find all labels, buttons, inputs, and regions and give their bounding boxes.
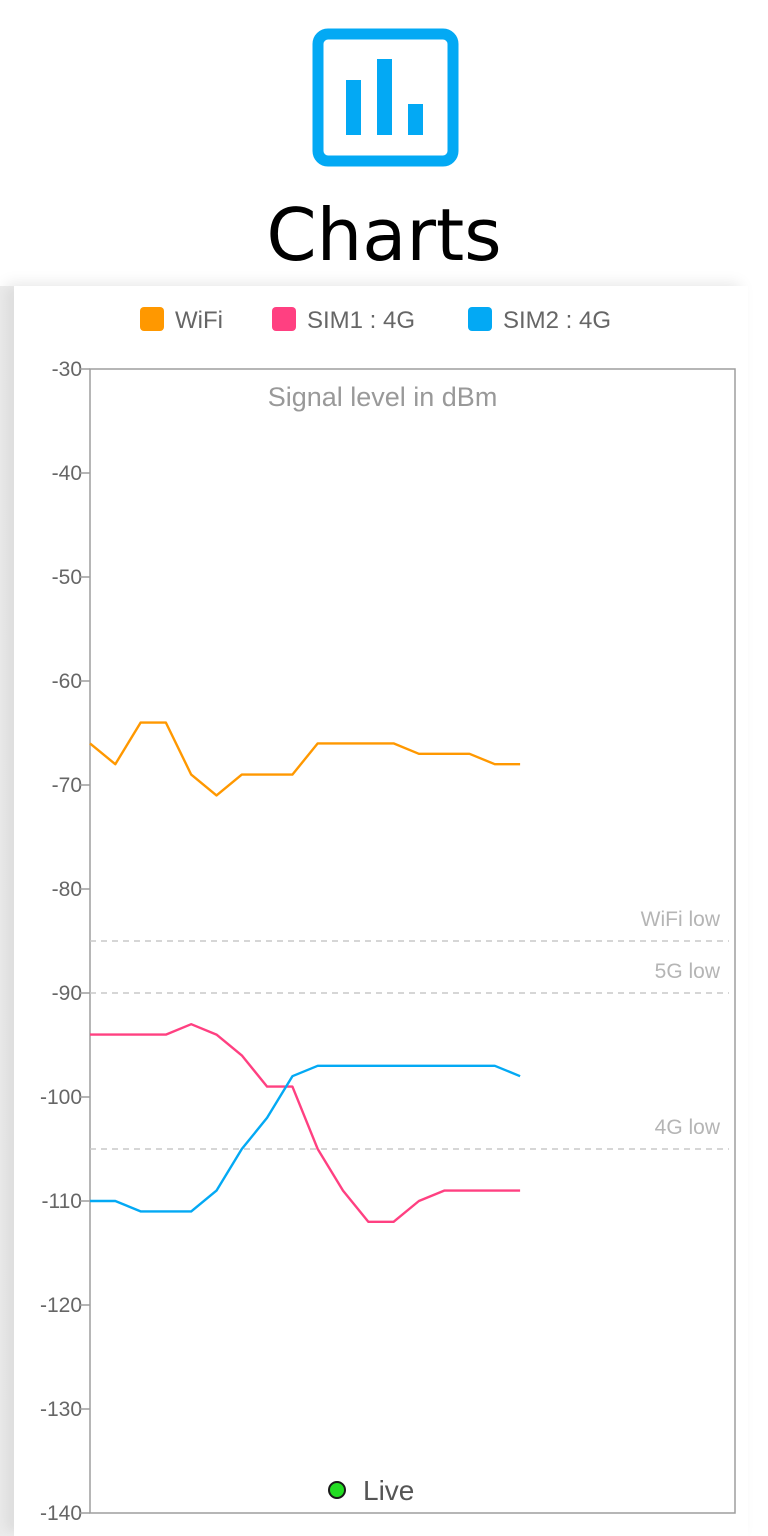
y-tick-label: -50 (52, 566, 82, 589)
reference-line-label: WiFi low (641, 908, 721, 931)
reference-line-label: 4G low (655, 1116, 721, 1139)
legend-swatch (272, 307, 296, 331)
legend-entry[interactable]: SIM1 : 4G (307, 307, 415, 334)
live-indicator (328, 1481, 346, 1499)
series-line (89, 721, 521, 797)
y-tick-label: -140 (40, 1502, 82, 1525)
y-axis-labels: -30 -40 -50 -60 -70 -80 -90 -100 -110 -120 -130 -14… (40, 358, 82, 1525)
reference-lines: WiFi low 5G low 4G low (90, 908, 729, 1150)
legend-swatch (140, 307, 164, 331)
y-tick-label: -110 (42, 1190, 82, 1213)
page-title: Charts (266, 193, 502, 277)
reference-line-label: 5G low (655, 960, 721, 983)
series-line (90, 1064, 521, 1213)
y-tick-label: -70 (52, 774, 82, 797)
y-tick-label: -100 (40, 1086, 82, 1109)
live-label[interactable]: Live (363, 1475, 414, 1506)
y-axis-ticks (80, 368, 90, 1514)
chart-subtitle: Signal level in dBm (268, 382, 498, 412)
y-tick-label: -90 (52, 982, 82, 1005)
chart-legend: WiFi SIM1 : 4G SIM2 : 4G (140, 307, 611, 334)
y-tick-label: -130 (40, 1398, 82, 1421)
legend-entry[interactable]: SIM2 : 4G (503, 307, 611, 334)
y-tick-label: -120 (40, 1294, 82, 1317)
legend-swatch (468, 307, 492, 331)
series-line (90, 1022, 521, 1224)
y-tick-label: -60 (52, 670, 82, 693)
series-lines (89, 721, 521, 1224)
legend-entry[interactable]: WiFi (175, 307, 223, 334)
bar-chart-icon (312, 28, 459, 167)
y-tick-label: -80 (52, 878, 82, 901)
chart-card (14, 286, 748, 1536)
y-tick-label: -30 (52, 358, 82, 381)
y-tick-label: -40 (52, 462, 82, 485)
